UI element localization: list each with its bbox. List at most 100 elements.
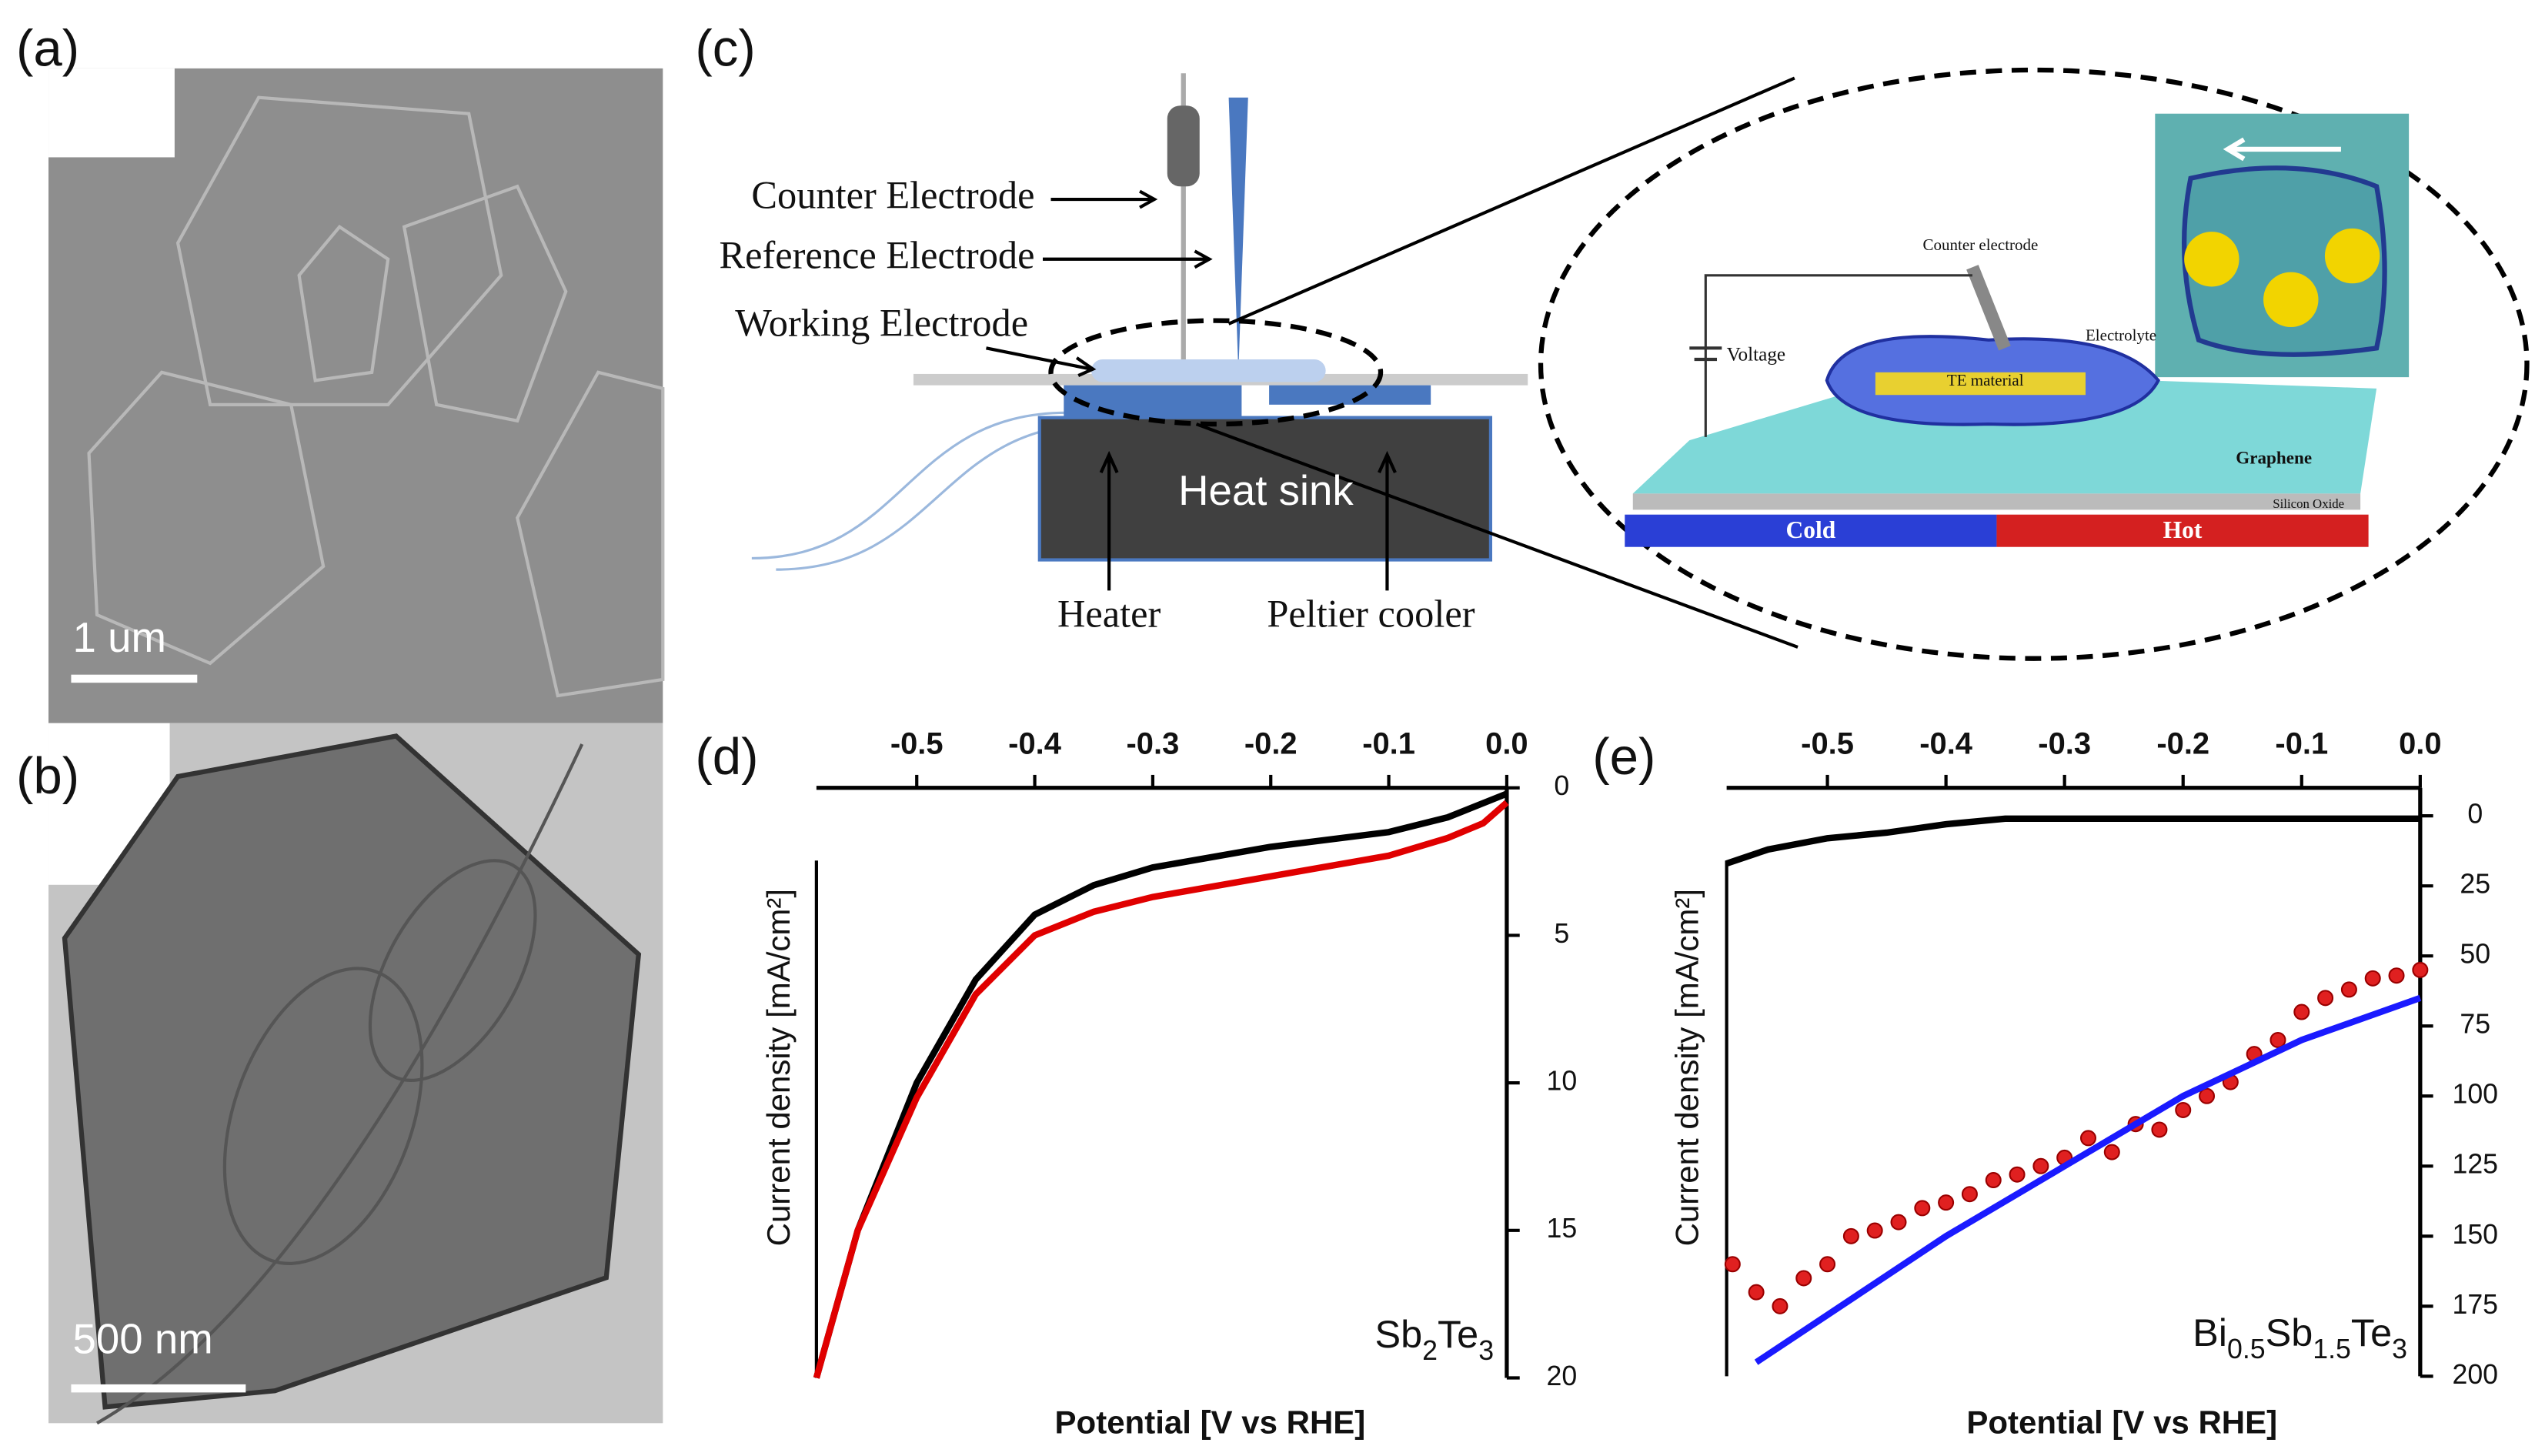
y-tick-label: 0 (1554, 770, 1569, 801)
label: Hot (2163, 516, 2203, 543)
x-tick-label: -0.5 (890, 727, 944, 761)
scale-label: 1 um (73, 614, 166, 661)
y-axis-label: Current density [mA/cm²] (760, 889, 797, 1246)
annotation: Sb2Te3 (1374, 1312, 1494, 1366)
series-line (813, 800, 1509, 1379)
point (1842, 1227, 1859, 1244)
label: Cold (1785, 516, 1835, 543)
scale-bar (71, 1384, 246, 1393)
point (2032, 1157, 2049, 1174)
point (1914, 1200, 1931, 1217)
point (1938, 1194, 1955, 1211)
point (1795, 1270, 1812, 1287)
x-tick-label: -0.1 (1362, 727, 1415, 761)
annotation-part: Te (1438, 1312, 1478, 1356)
panel-label: (c) (695, 20, 755, 78)
point (2199, 1087, 2216, 1104)
point (2317, 990, 2334, 1007)
label: Counter Electrode (751, 174, 1034, 217)
label: Reference Electrode (720, 233, 1035, 276)
x-tick-label: -0.1 (2275, 727, 2328, 761)
x-axis-label: Potential [V vs RHE] (1055, 1404, 1366, 1441)
y-tick-label: 50 (2460, 939, 2490, 970)
annotation-part: 1.5 (2313, 1334, 2351, 1364)
point (2103, 1144, 2120, 1160)
label: Working Electrode (735, 302, 1028, 345)
image-notch (48, 68, 175, 158)
annotation-part: Sb (2266, 1311, 2313, 1354)
point (2009, 1166, 2026, 1183)
x-tick-label: -0.3 (2038, 727, 2091, 761)
point (2151, 1121, 2168, 1138)
panel-label: (a) (16, 20, 79, 78)
y-tick-label: 150 (2452, 1219, 2498, 1250)
scale-label: 500 nm (73, 1316, 213, 1363)
point (1985, 1172, 2002, 1189)
annotation-part: 3 (2392, 1334, 2407, 1364)
y-tick-label: 5 (1554, 918, 1569, 949)
flakes (87, 95, 665, 698)
scale-bar (71, 674, 198, 683)
point (2293, 1004, 2310, 1020)
annotation-part: 0.5 (2227, 1334, 2266, 1364)
label: Heat sink (1178, 467, 1354, 514)
point (2388, 967, 2405, 984)
label: Peltier cooler (1267, 593, 1475, 636)
panel-label: (d) (695, 728, 758, 786)
wrinkles (96, 743, 584, 1425)
label: Heater (1057, 593, 1161, 636)
y-tick-label: 75 (2460, 1009, 2490, 1040)
y-tick-label: 10 (1546, 1066, 1577, 1097)
x-tick-label: 0.0 (2399, 727, 2441, 761)
x-tick-label: -0.2 (1244, 727, 1298, 761)
label: Electrolyte (2086, 326, 2156, 344)
point (1866, 1222, 1883, 1239)
x-tick-label: -0.2 (2156, 727, 2209, 761)
point (2412, 961, 2429, 978)
annotation-part: 2 (1422, 1335, 1438, 1366)
setup (751, 67, 2530, 661)
y-tick-label: 100 (2452, 1079, 2498, 1110)
annotation-part: Te (2351, 1311, 2392, 1354)
series-line (813, 790, 1508, 1379)
annotation: Bi0.5Sb1.5Te3 (2193, 1311, 2407, 1364)
y-tick-label: 125 (2452, 1149, 2498, 1180)
flake (62, 733, 642, 1410)
series-line (1725, 815, 2420, 867)
x-tick-label: -0.4 (1919, 727, 1972, 761)
point (1772, 1297, 1789, 1314)
panel-label: (e) (1592, 728, 1655, 786)
point (1890, 1214, 1907, 1231)
y-tick-label: 20 (1546, 1361, 1577, 1391)
annotation-part: Bi (2193, 1311, 2227, 1354)
x-tick-label: -0.3 (1127, 727, 1180, 761)
label: Graphene (2236, 448, 2312, 468)
sem-image (48, 68, 663, 723)
x-axis-label: Potential [V vs RHE] (1966, 1404, 2277, 1441)
x-tick-label: -0.4 (1008, 727, 1061, 761)
series-line (1754, 994, 2422, 1365)
point (1819, 1256, 1836, 1273)
y-tick-label: 0 (2467, 799, 2483, 830)
label: Silicon Oxide (2273, 496, 2344, 511)
label: TE material (1947, 371, 2024, 389)
y-tick-label: 200 (2452, 1359, 2498, 1390)
point (1724, 1256, 1741, 1273)
y-tick-label: 25 (2460, 869, 2490, 900)
point (2175, 1101, 2192, 1118)
x-tick-label: 0.0 (1485, 727, 1528, 761)
point (2079, 1130, 2096, 1147)
point (1961, 1186, 1978, 1203)
point (2364, 970, 2381, 987)
panel-label: (b) (16, 747, 79, 805)
y-tick-label: 175 (2452, 1289, 2498, 1320)
y-axis-label: Current density [mA/cm²] (1668, 889, 1705, 1246)
point (2269, 1031, 2286, 1048)
annotation-part: Sb (1374, 1312, 1422, 1356)
label: Counter electrode (1923, 235, 2039, 254)
y-tick-label: 15 (1546, 1213, 1577, 1244)
annotation-part: 3 (1478, 1335, 1494, 1366)
label: Voltage (1727, 345, 1785, 366)
